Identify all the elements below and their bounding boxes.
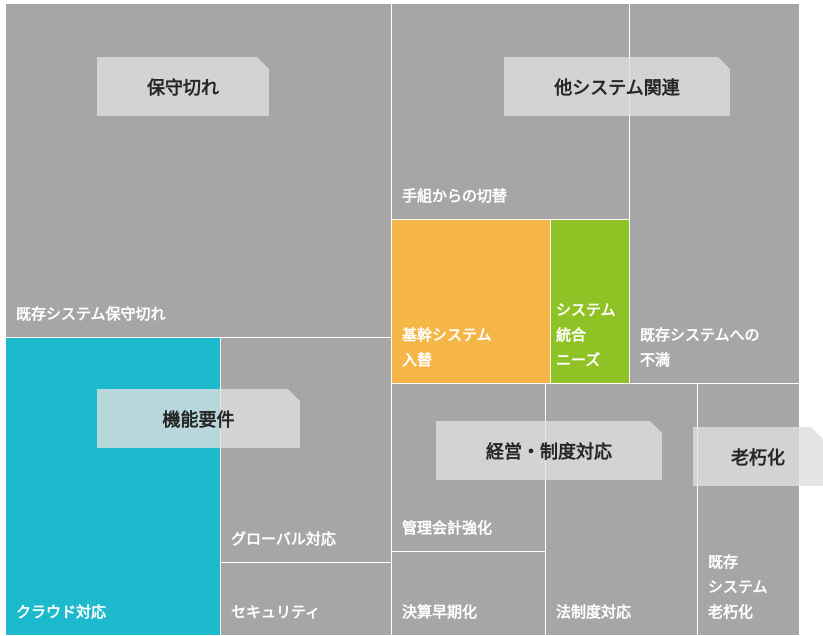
label-line: 不満 [640,351,671,369]
label-line: 既存システムへの [640,326,760,344]
cell-label: 決算早期化 [402,600,477,625]
label-line: システム [556,301,616,319]
label-line: システム [708,578,768,596]
group-tag: 経営・制度対応 [436,421,662,480]
label-line: クラウド対応 [16,603,107,621]
group-tag: 保守切れ [97,57,269,116]
cell: グローバル対応 [220,337,392,563]
group-tag: 機能要件 [97,389,300,448]
cell-label: 既存システムへの 不満 [640,323,760,373]
label-line: セキュリティ [231,603,321,621]
label-line: ニーズ [556,351,601,369]
group-tag: 他システム関連 [504,57,730,116]
label-line: 統合 [556,326,587,344]
cell-label: 管理会計強化 [402,516,492,541]
cell: 既存 システム 老朽化 [697,383,800,636]
cell-label: 法制度対応 [556,600,631,625]
cell: 法制度対応 [545,383,698,636]
label-line: 手組からの切替 [402,187,508,205]
label-line: 管理会計強化 [402,519,493,537]
cell-label: 既存システム保守切れ [16,302,166,327]
cell: クラウド対応 [5,337,221,636]
cell-label: 手組からの切替 [402,184,507,209]
label-line: 老朽化 [708,603,754,621]
cell-label: グローバル対応 [231,527,336,552]
label-line: 入替 [402,351,433,369]
cell: システム 統合 ニーズ [550,219,630,384]
cell: 基幹システム 入替 [391,219,551,384]
label-line: 法制度対応 [556,603,632,621]
cell-label: 既存 システム 老朽化 [708,550,768,625]
label-line: グローバル対応 [231,530,336,548]
label-line: 既存 [708,553,739,571]
cell-label: システム 統合 ニーズ [556,298,616,373]
label-line: 既存システム保守切れ [16,305,166,323]
cell-label: 基幹システム 入替 [402,323,492,373]
cell-label: クラウド対応 [16,600,106,625]
cell: セキュリティ [220,562,392,636]
group-tag: 老朽化 [693,427,823,486]
cell-label: セキュリティ [231,600,320,625]
label-line: 基幹システム [402,326,492,344]
cell: 決算早期化 [391,551,546,636]
label-line: 決算早期化 [402,603,478,621]
cell: 既存システム保守切れ [5,3,392,338]
